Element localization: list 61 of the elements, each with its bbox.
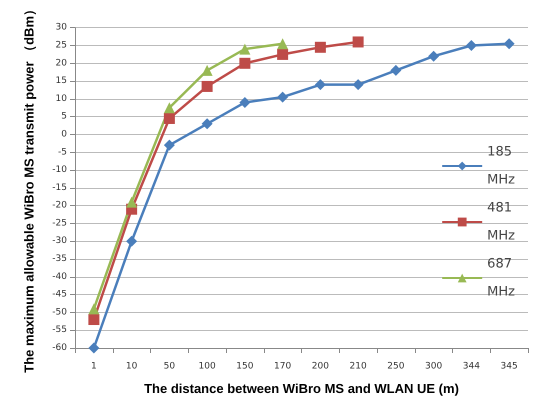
x-tick-label: 210: [350, 362, 367, 372]
point: [202, 64, 213, 76]
point: [466, 40, 477, 52]
point: [164, 102, 175, 114]
point: [239, 44, 250, 55]
x-tick-label: 100: [198, 362, 216, 372]
x-tick-label: 250: [387, 362, 405, 372]
y-tick-label: -10: [52, 165, 68, 176]
point: [202, 118, 213, 130]
x-tick-label: 10: [126, 362, 138, 372]
x-tick-label: 300: [425, 362, 442, 372]
y-tick-label: -45: [52, 290, 67, 300]
y-tick-label: -55: [52, 325, 67, 336]
point: [352, 79, 364, 90]
y-tick-label: -30: [52, 236, 68, 246]
point: [314, 42, 326, 53]
x-tick-label: 150: [236, 362, 254, 372]
x-tick-label: 345: [500, 362, 518, 372]
y-tick-label: -35: [52, 254, 67, 264]
y-axis-title: The maximum allowable WiBro MS transmit power （dBm）: [22, 2, 36, 373]
y-tick-label: 0: [61, 129, 68, 140]
y-tick-label: 20: [56, 58, 68, 68]
x-tick-label: 200: [312, 362, 330, 372]
x-tick-label: 344: [462, 362, 480, 372]
legend-label: 481 MHz: [487, 200, 516, 244]
x-tick-label: 1: [91, 362, 97, 372]
point: [277, 92, 288, 103]
y-tick-label: -15: [52, 182, 67, 193]
point: [126, 236, 138, 247]
point: [277, 48, 288, 60]
x-axis-title: The distance between WiBro MS and WLAN UE (m): [144, 381, 459, 396]
point: [88, 314, 100, 326]
point: [239, 96, 250, 108]
point: [239, 58, 250, 69]
point: [88, 303, 100, 314]
x-tick-label: 170: [274, 362, 292, 372]
legend-label: 185 MHz: [487, 144, 516, 188]
point: [504, 38, 515, 50]
y-tick-label: 25: [56, 40, 67, 51]
point: [164, 140, 175, 151]
y-tick-label: -40: [52, 272, 68, 282]
y-tick-label: -60: [52, 343, 68, 353]
point: [390, 64, 402, 76]
point: [277, 38, 288, 50]
point: [164, 112, 175, 124]
legend-label: 687 MHz: [487, 256, 516, 300]
y-tick-label: 10: [56, 94, 68, 104]
point: [126, 196, 138, 208]
y-tick-label: -5: [58, 147, 67, 158]
y-tick-label: 30: [56, 22, 68, 33]
y-tick-label: 15: [56, 76, 67, 86]
point: [352, 36, 364, 48]
y-tick-label: -20: [52, 200, 68, 211]
y-tick-label: 5: [61, 112, 67, 122]
point: [428, 50, 440, 62]
y-tick-label: -25: [52, 218, 67, 228]
y-tick-label: -50: [52, 307, 68, 318]
x-tick-label: 50: [164, 362, 176, 372]
point: [88, 342, 100, 354]
point: [202, 80, 213, 92]
point: [314, 79, 326, 90]
